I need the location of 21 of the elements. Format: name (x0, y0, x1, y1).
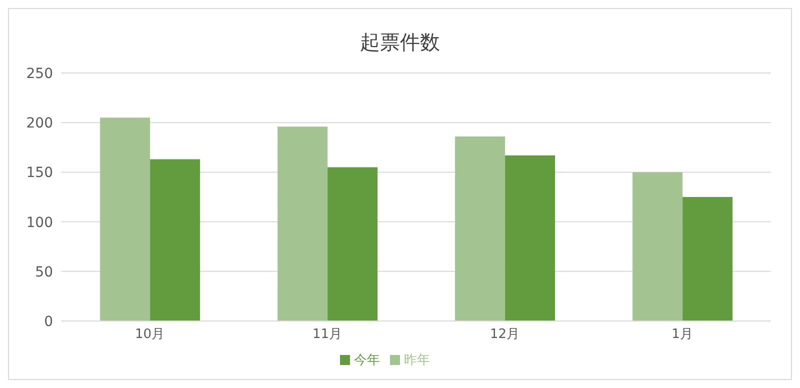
x-tick-label: 10月 (134, 327, 165, 342)
bar (455, 136, 506, 321)
y-tick-label: 200 (26, 116, 53, 132)
y-tick-label: 250 (26, 66, 53, 82)
bar (100, 118, 150, 321)
x-tick-label: 11月 (312, 327, 342, 342)
bar (682, 197, 733, 321)
y-tick-label: 0 (44, 314, 53, 330)
bar (278, 126, 328, 321)
bar (505, 155, 556, 321)
chart-title: 起票件数 (359, 29, 441, 56)
bar (150, 159, 200, 321)
x-tick-label: 12月 (490, 327, 520, 342)
bar (328, 167, 378, 321)
y-tick-label: 100 (26, 214, 53, 231)
y-tick-label: 150 (26, 165, 53, 182)
legend-label: 今年 (354, 353, 380, 368)
x-tick-label: 1月 (672, 327, 693, 342)
legend-label: 昨年 (404, 353, 430, 368)
y-tick-label: 50 (35, 264, 53, 280)
bar (632, 172, 683, 321)
